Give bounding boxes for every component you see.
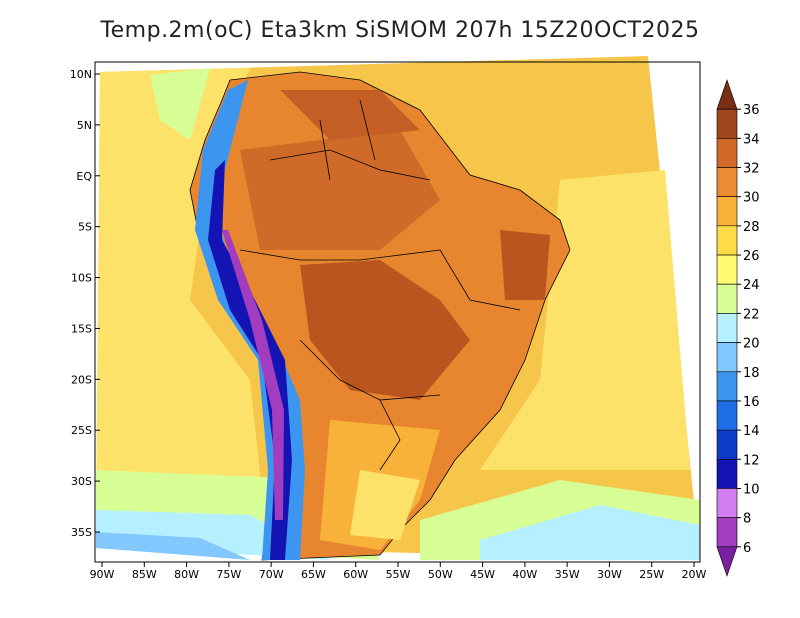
colorbar-segment: [716, 458, 738, 489]
colorbar-label: 24: [743, 278, 760, 293]
lat-tick-label: 20S: [71, 373, 92, 386]
lon-tick-label: 75W: [216, 568, 241, 581]
lat-tick-label: 10S: [71, 272, 92, 285]
south-atlantic-cyan: [480, 505, 700, 560]
lon-tick-label: 25W: [639, 568, 664, 581]
colorbar-segment: [716, 313, 738, 343]
northeast-hot-zone: [500, 230, 550, 300]
border-line: [359, 99, 376, 161]
colorbar-label: 20: [743, 337, 760, 352]
colorbar-label: 14: [743, 424, 760, 439]
colorbar-label: 34: [743, 132, 760, 147]
colorbar-label: 28: [743, 220, 760, 235]
lon-tick-label: 35W: [555, 568, 580, 581]
south-band-blue: [96, 532, 250, 560]
colorbar-segment: [716, 371, 738, 402]
lat-tick-label: 5S: [78, 221, 92, 234]
andes-cold-inner: [208, 160, 292, 560]
colorbar-segment: [716, 429, 738, 460]
colorbar-segment: [716, 517, 738, 548]
lat-tick-label: EQ: [76, 170, 92, 183]
lat-tick-label: 25S: [71, 424, 92, 437]
colorbar-segment: [716, 225, 738, 256]
political-borders: [239, 99, 521, 471]
lon-tick-label: 70W: [259, 568, 284, 581]
border-line: [319, 119, 331, 181]
pacific-warm-band: [96, 68, 265, 520]
colorbar-label: 36: [743, 103, 760, 118]
atlantic-warm-band: [480, 170, 690, 470]
lon-tick-label: 45W: [470, 568, 495, 581]
colorbar-label: 12: [743, 453, 760, 468]
map-title: Temp.2m(oC) Eta3km SiSMOM 207h 15Z20OCT2…: [100, 18, 700, 43]
colorbar-segment: [716, 283, 738, 314]
andes-peak: [222, 230, 284, 520]
colorbar-segment: [716, 79, 738, 110]
colorbar-segment: [716, 254, 738, 285]
amazon-warm-zone: [240, 130, 440, 250]
lat-tick-label: 15S: [71, 322, 92, 335]
lat-tick-label: 30S: [71, 475, 92, 488]
lon-tick-label: 40W: [512, 568, 537, 581]
lat-tick-label: 10N: [70, 68, 92, 81]
colorbar-label: 18: [743, 366, 760, 381]
lat-tick-label: 5N: [77, 119, 92, 132]
lat-tick-label: 35S: [71, 526, 92, 539]
lon-tick-label: 90W: [90, 568, 115, 581]
colorbar-label: 8: [743, 512, 751, 527]
colorbar-label: 6: [743, 541, 751, 556]
lon-tick-label: 20W: [682, 568, 707, 581]
colorbar: 6 8 10 12 14 16 18 20 22 24 26 28 30 32 34 36: [716, 79, 760, 577]
uruguay-mild-zone: [350, 470, 420, 540]
colorbar-label: 10: [743, 482, 760, 497]
lon-tick-label: 85W: [132, 568, 157, 581]
border-line: [269, 149, 431, 181]
colorbar-segment: [716, 546, 738, 577]
lon-tick-label: 60W: [343, 568, 368, 581]
north-hot-zone: [280, 90, 420, 140]
lon-tick-label: 50W: [428, 568, 453, 581]
colorbar-segment: [716, 488, 738, 518]
colorbar-segment: [716, 196, 738, 227]
interior-hot-zone: [300, 260, 470, 400]
colorbar-label: 22: [743, 307, 760, 322]
colorbar-label: 32: [743, 162, 760, 177]
lon-tick-label: 80W: [174, 568, 199, 581]
border-line: [379, 399, 401, 471]
colorbar-label: 26: [743, 249, 760, 264]
lon-tick-label: 55W: [386, 568, 411, 581]
lon-tick-label: 65W: [301, 568, 326, 581]
north-pacific-cool: [150, 68, 210, 140]
colorbar-segment: [716, 167, 738, 198]
border-line: [299, 339, 441, 401]
colorbar-segment: [716, 108, 738, 139]
colorbar-segment: [716, 400, 738, 431]
colorbar-segment: [716, 342, 738, 373]
colorbar-segment: [716, 138, 738, 168]
border-line: [439, 249, 521, 311]
map-frame: [94, 61, 701, 563]
colorbar-label: 30: [743, 191, 760, 206]
colorbar-label: 16: [743, 395, 760, 410]
border-line: [239, 249, 441, 261]
axis-ticks: 10N 5N EQ 5S 10S 15S 20S 25S 30S 35S 90W 85W 80W 75W 7…: [70, 68, 707, 581]
lon-tick-label: 30W: [597, 568, 622, 581]
